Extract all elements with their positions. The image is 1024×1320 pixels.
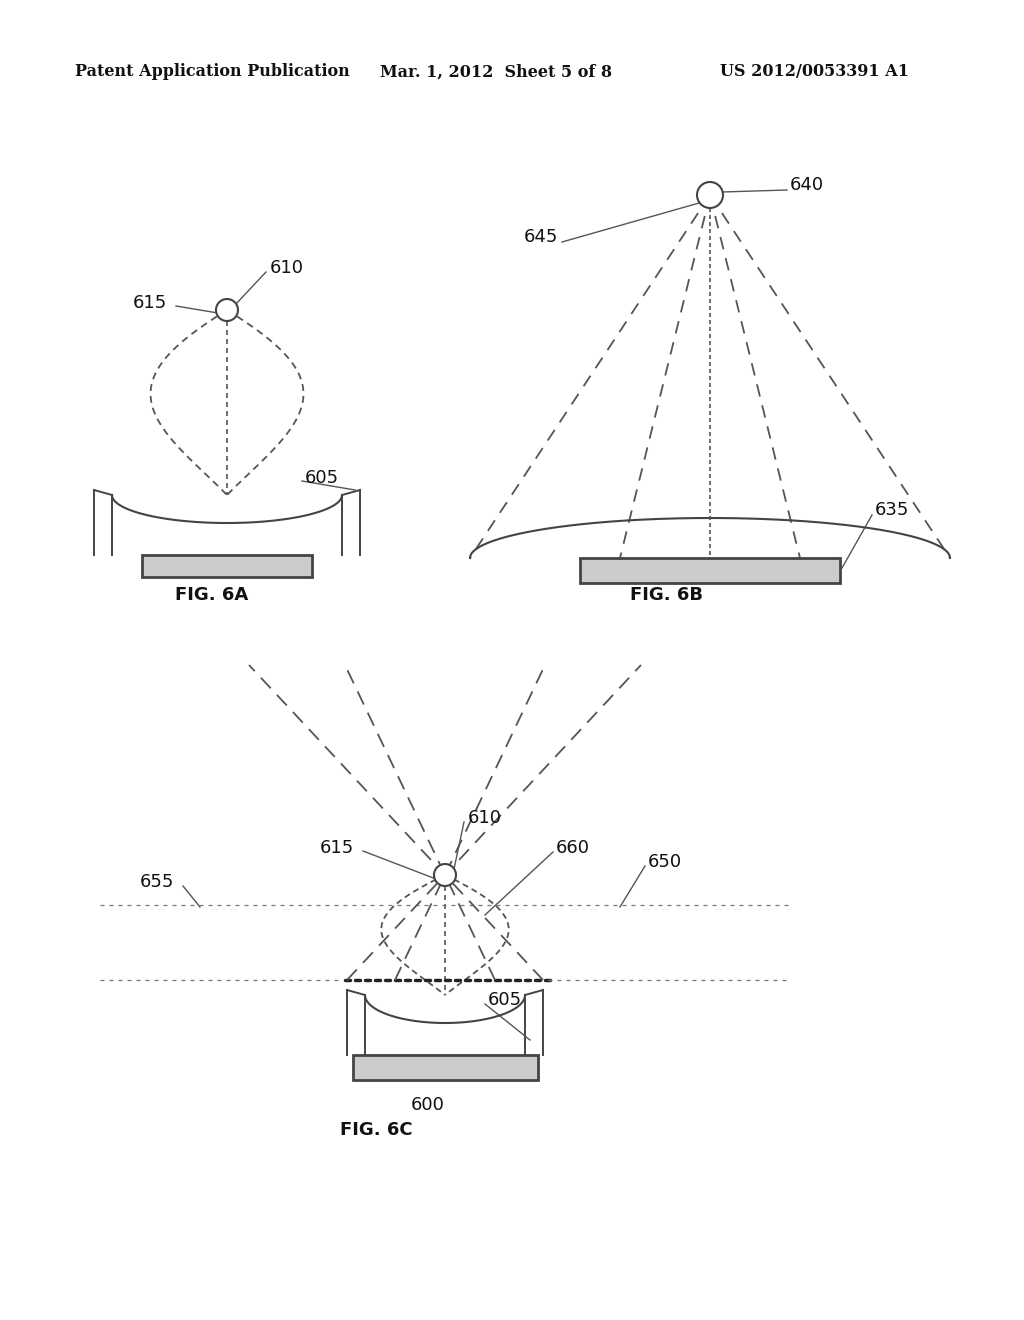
Text: FIG. 6C: FIG. 6C <box>340 1121 413 1139</box>
Text: 605: 605 <box>488 991 522 1008</box>
Text: 630: 630 <box>680 561 714 579</box>
Text: FIG. 6B: FIG. 6B <box>630 586 703 605</box>
Circle shape <box>216 300 238 321</box>
Circle shape <box>697 182 723 209</box>
Text: US 2012/0053391 A1: US 2012/0053391 A1 <box>720 63 909 81</box>
Text: 640: 640 <box>790 176 824 194</box>
Bar <box>142 554 312 577</box>
Text: 635: 635 <box>874 502 909 519</box>
Text: FIG. 6A: FIG. 6A <box>175 586 248 605</box>
Text: 650: 650 <box>648 853 682 871</box>
Bar <box>352 1055 538 1080</box>
Text: 645: 645 <box>524 228 558 246</box>
Text: 600: 600 <box>411 1096 445 1114</box>
Text: 615: 615 <box>133 294 167 312</box>
Bar <box>580 558 840 583</box>
Text: 615: 615 <box>319 840 354 857</box>
Text: Patent Application Publication: Patent Application Publication <box>75 63 350 81</box>
Text: 600: 600 <box>246 561 280 579</box>
Text: 660: 660 <box>556 840 590 857</box>
Circle shape <box>434 865 456 886</box>
Text: Mar. 1, 2012  Sheet 5 of 8: Mar. 1, 2012 Sheet 5 of 8 <box>380 63 612 81</box>
Text: 605: 605 <box>305 469 339 487</box>
Text: 610: 610 <box>270 259 304 277</box>
Text: 655: 655 <box>140 873 174 891</box>
Text: 610: 610 <box>468 809 502 828</box>
